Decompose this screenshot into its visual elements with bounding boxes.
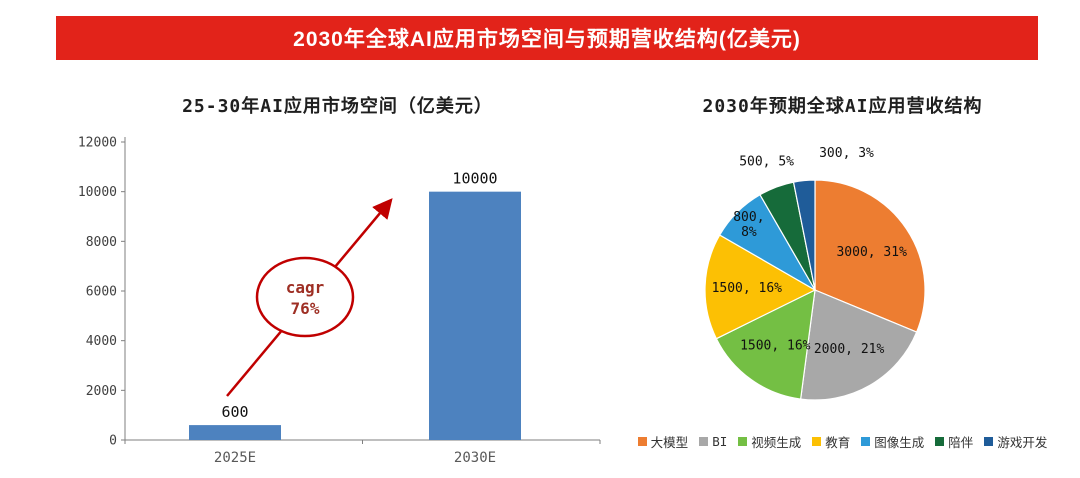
- legend-item-大模型: 大模型: [637, 432, 689, 451]
- legend-item-视频生成: 视频生成: [738, 432, 801, 451]
- bar-2030E: [429, 191, 521, 440]
- legend-item-图像生成: 图像生成: [861, 432, 924, 451]
- legend-swatch: [699, 437, 709, 446]
- cagr-bubble: [255, 256, 355, 338]
- pie-data-label: 300, 3%: [819, 146, 874, 161]
- legend-label: 视频生成: [751, 435, 802, 450]
- pie-slice-大模型: [814, 179, 926, 333]
- y-tick-label: 2000: [86, 384, 117, 399]
- bar-chart-panel: 25-30年AI应用市场空间（亿美元） 0 2000 4000 6000 8000 100…: [55, 80, 620, 475]
- pie-data-label: 2000, 21%: [814, 342, 885, 357]
- pie-chart-panel: 2030年预期全球AI应用营收结构 3000, 31% 2000, 21% 1500…: [620, 80, 1065, 451]
- pie-slice-BI: [799, 289, 918, 401]
- cagr-label-line1: cagr: [286, 278, 325, 297]
- pie-legend: 大模型 BI 视频生成 教育 图像生成 陪伴 游戏开发: [620, 432, 1065, 451]
- legend-swatch: [861, 437, 871, 446]
- pie-slice-视频生成: [715, 288, 816, 400]
- pie-chart-title: 2030年预期全球AI应用营收结构: [702, 96, 983, 117]
- legend-swatch: [984, 437, 994, 446]
- y-tick-label: 4000: [86, 334, 117, 349]
- legend-item-BI: BI: [699, 434, 727, 449]
- pie-data-label: 1500, 16%: [712, 281, 783, 296]
- pie-data-label: 500, 5%: [739, 154, 794, 169]
- pie-slice-游戏开发: [792, 179, 816, 291]
- pie-chart-svg: 3000, 31%2000, 21%1500, 16%1500, 16%800,…: [704, 146, 926, 401]
- legend-swatch: [935, 437, 945, 446]
- x-category-label: 2030E: [454, 450, 496, 466]
- y-tick-label: 10000: [78, 185, 117, 200]
- y-tick-label: 6000: [86, 285, 117, 300]
- pie-slice-教育: [704, 234, 817, 340]
- main-title-banner: 2030年全球AI应用市场空间与预期营收结构(亿美元): [56, 16, 1038, 60]
- legend-label: 大模型: [650, 435, 689, 450]
- main-title: 2030年全球AI应用市场空间与预期营收结构(亿美元): [293, 28, 801, 51]
- y-tick-label: 12000: [78, 136, 117, 151]
- legend-label: 陪伴: [948, 435, 974, 450]
- bar-2025E: [189, 425, 281, 440]
- bar-value-label: 600: [221, 403, 248, 421]
- legend-item-教育: 教育: [812, 432, 850, 451]
- pie-data-label: 800, 8%: [733, 210, 764, 240]
- y-tick-label: 8000: [86, 235, 117, 250]
- legend-label: 教育: [825, 435, 851, 450]
- pie-data-label: 3000, 31%: [836, 245, 907, 260]
- legend-swatch: [812, 437, 822, 446]
- legend-swatch: [738, 437, 748, 446]
- bar-chart-title: 25-30年AI应用市场空间（亿美元）: [182, 96, 493, 117]
- x-category-label: 2025E: [214, 450, 256, 466]
- y-tick-label: 0: [109, 434, 117, 449]
- pie-data-label: 1500, 16%: [740, 338, 811, 353]
- legend-label: BI: [712, 434, 728, 449]
- legend-item-陪伴: 陪伴: [935, 432, 973, 451]
- bar-chart-svg: 0 2000 4000 6000 8000 10000 12000 600 2025E 10000…: [78, 136, 601, 466]
- legend-label: 游戏开发: [997, 435, 1048, 450]
- legend-item-游戏开发: 游戏开发: [984, 432, 1047, 451]
- cagr-label-line2: 76%: [291, 299, 320, 318]
- bar-value-label: 10000: [452, 170, 497, 188]
- legend-label: 图像生成: [874, 435, 925, 450]
- legend-swatch: [637, 437, 647, 446]
